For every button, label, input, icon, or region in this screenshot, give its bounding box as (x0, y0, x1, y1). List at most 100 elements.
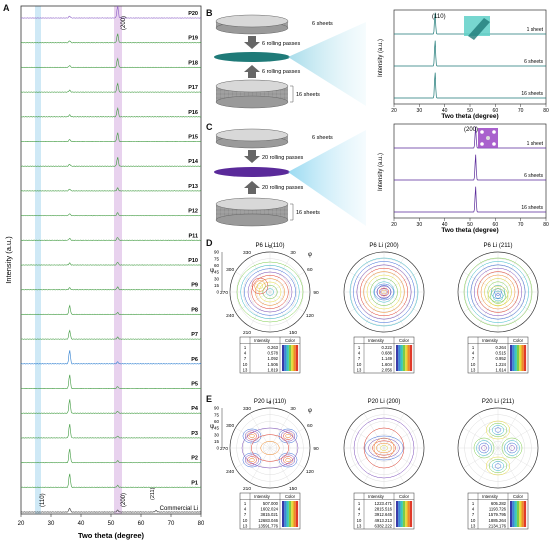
color-scale (514, 501, 517, 527)
peak-110-label: (110) (40, 493, 46, 507)
angle-tick: 300 (226, 423, 234, 429)
contour-line (254, 280, 266, 292)
contour-line (364, 435, 404, 461)
a-xlabel: Two theta (degree) (78, 531, 145, 540)
xrd-trace (20, 473, 202, 488)
x-tick-label: 70 (518, 108, 524, 114)
psi-tick: 90 (214, 250, 220, 255)
x-tick-label: 60 (493, 222, 499, 228)
contour-line (467, 261, 529, 323)
color-scale (523, 345, 527, 371)
color-scale (288, 501, 292, 527)
grid-spoke (249, 413, 271, 449)
trace-label: P16 (188, 110, 198, 116)
intensity-legend: Intensity Color 1 605.282 4 1193.726 7 1579.795… (467, 492, 529, 530)
legend-value: 0.686 (382, 351, 393, 356)
contour-line (251, 434, 289, 462)
xrd-trace (20, 237, 202, 241)
contour-line (509, 445, 515, 451)
legend-value: 1.506 (268, 362, 279, 367)
trace-label: P4 (191, 406, 199, 412)
color-scale (286, 345, 289, 371)
color-scale (523, 501, 527, 527)
contour-line (249, 458, 255, 462)
color-scale (516, 345, 520, 371)
legend-header: Intensity (482, 494, 499, 499)
e-title-1: P20 Li (110) (254, 399, 286, 405)
legend-level: 7 (358, 512, 361, 517)
contour-line (473, 267, 523, 317)
legend-level: 13 (471, 523, 476, 528)
legend-level: 10 (357, 362, 362, 367)
contour-line (492, 290, 504, 302)
unit-cell-b (464, 16, 490, 40)
panel-e-pole-figures: P20 Li (110) P20 Li (200) P20 Li (211) 0… (210, 399, 539, 530)
color-scale (398, 345, 401, 371)
contour-line (372, 440, 396, 456)
angle-tick: 240 (226, 469, 234, 475)
legend-value: 0.952 (496, 356, 507, 361)
contour-line (359, 267, 409, 317)
legend-value: 6382.222 (375, 523, 393, 528)
legend-level: 10 (243, 362, 248, 367)
panel-label-e: E (206, 394, 213, 404)
psi-tick: 75 (214, 412, 220, 417)
angle-tick: 270 (220, 446, 228, 452)
xrd-trace (20, 329, 202, 340)
c-passes-top: 20 rolling passes (262, 155, 304, 161)
contour-line (494, 463, 502, 469)
grid-spoke (235, 447, 271, 469)
color-scale (288, 345, 292, 371)
color-scale (400, 501, 403, 527)
legend-level: 13 (471, 367, 476, 372)
contour-line (490, 284, 506, 300)
color-scale (409, 345, 413, 371)
x-tick-label: 50 (108, 521, 115, 527)
x-tick-label: 30 (48, 521, 55, 527)
angle-tick: 300 (226, 267, 234, 273)
psi-label: ψ (210, 424, 214, 430)
color-scale (405, 501, 408, 527)
xrd-trace (20, 212, 202, 217)
contour-line (491, 425, 505, 435)
contour-line (506, 442, 518, 454)
trace-label: P1 (191, 480, 198, 486)
color-scale (409, 501, 413, 527)
panel-label-b: B (206, 8, 213, 18)
color-scale (519, 345, 522, 371)
unit-cell-c (478, 128, 498, 148)
stack-top-c (215, 128, 289, 149)
peak-200-label: (200) (121, 16, 127, 30)
c-peak: (200) (464, 127, 478, 133)
angle-tick: 90 (313, 446, 319, 452)
grid-spoke (249, 447, 271, 483)
x-tick-label: 20 (391, 108, 397, 114)
xrd-trace (20, 350, 202, 365)
color-scale (286, 501, 289, 527)
angle-tick: 90 (313, 290, 319, 296)
legend-value: 1.819 (268, 367, 279, 372)
grid-spoke (497, 413, 519, 449)
legend-value: 1.604 (382, 362, 393, 367)
bottom-trace-label: Commercial Li (160, 506, 198, 512)
angle-tick: 150 (289, 486, 297, 492)
pole-figure (343, 251, 425, 333)
trace-label: P11 (189, 233, 198, 239)
color-scale (295, 345, 299, 371)
xrd-trace (20, 33, 202, 44)
contour-line (488, 459, 508, 473)
contour-line (241, 427, 299, 469)
xrd-trace (20, 261, 202, 266)
legend-header: Color (285, 494, 296, 499)
c-bottom-sheets: 16 sheets (296, 210, 320, 216)
xrd-trace (394, 40, 546, 67)
contour-line (266, 288, 274, 296)
contour-line (285, 434, 291, 438)
grid-spoke (477, 447, 499, 483)
color-scale (293, 345, 296, 371)
x-tick-label: 60 (138, 521, 145, 527)
contour-line (495, 293, 501, 299)
xrd-trace (20, 423, 202, 439)
angle-tick: 120 (306, 469, 314, 475)
